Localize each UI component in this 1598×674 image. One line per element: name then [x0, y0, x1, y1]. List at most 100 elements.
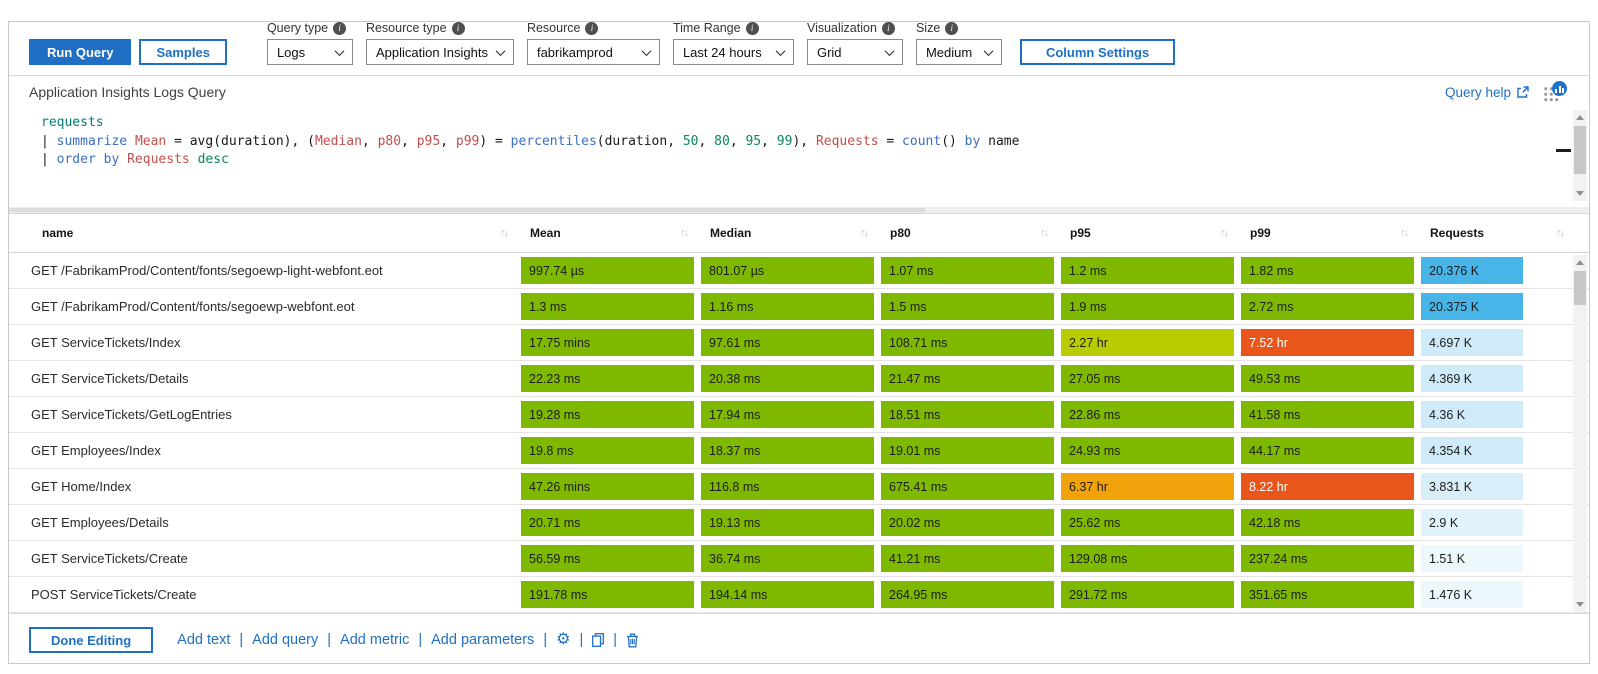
separator: |	[543, 632, 548, 648]
clone-copy-icon[interactable]	[592, 633, 605, 647]
samples-gallery-icon[interactable]	[1543, 81, 1567, 103]
grid-body: GET /FabrikamProd/Content/fonts/segoewp-…	[9, 253, 1589, 613]
column-header-p80[interactable]: p80 ↑↓	[890, 226, 1049, 240]
cell-p99: 44.17 ms	[1241, 437, 1414, 464]
query-type-dropdown[interactable]: Logs	[266, 39, 353, 65]
scrollbar-thumb[interactable]	[9, 208, 926, 212]
scrollbar-thumb[interactable]	[1574, 126, 1586, 174]
visualization-dropdown[interactable]: Grid	[806, 39, 903, 65]
cell-p80: 41.21 ms	[881, 545, 1054, 572]
add-metric-link[interactable]: Add metric	[340, 632, 410, 648]
chevron-down-icon	[334, 45, 345, 56]
toolbar: Run Query Samples Query type Logs Resource…	[9, 21, 1589, 76]
page-title: Application Insights Logs Query	[29, 84, 226, 100]
cell-median: 17.94 ms	[701, 401, 874, 428]
separator: |	[579, 632, 584, 648]
table-row[interactable]: GET /FabrikamProd/Content/fonts/segoewp-…	[9, 289, 1589, 325]
add-text-link[interactable]: Add text	[177, 632, 231, 648]
size-dropdown[interactable]: Medium	[915, 39, 1002, 65]
size-label: Size	[916, 21, 1002, 35]
cell-median: 20.38 ms	[701, 365, 874, 392]
table-row[interactable]: GET ServiceTickets/Create 56.59 ms 36.74 m…	[9, 541, 1589, 577]
add-parameters-link[interactable]: Add parameters	[431, 632, 535, 648]
sort-icon[interactable]: ↑↓	[860, 227, 869, 239]
scroll-down-arrow-icon[interactable]	[1576, 191, 1584, 196]
resource-dropdown[interactable]: fabrikamprod	[526, 39, 660, 65]
query-help-link[interactable]: Query help	[1445, 85, 1529, 100]
cell-median: 36.74 ms	[701, 545, 874, 572]
grid-vertical-scrollbar[interactable]	[1573, 255, 1587, 612]
column-header-mean[interactable]: Mean ↑↓	[530, 226, 689, 240]
chevron-down-icon	[884, 45, 895, 56]
cell-p99: 7.52 hr	[1241, 329, 1414, 356]
trash-delete-icon[interactable]	[626, 633, 639, 648]
info-icon	[881, 21, 895, 35]
cell-p99: 8.22 hr	[1241, 473, 1414, 500]
cell-p95: 1.9 ms	[1061, 293, 1234, 320]
cell-p80: 19.01 ms	[881, 437, 1054, 464]
cell-median: 97.61 ms	[701, 329, 874, 356]
cell-requests: 20.376 K	[1421, 257, 1523, 284]
column-header-name[interactable]: name ↑↓	[42, 226, 509, 240]
visualization-label: Visualization	[807, 21, 903, 35]
cell-median: 116.8 ms	[701, 473, 874, 500]
column-header-requests[interactable]: Requests ↑↓	[1430, 226, 1565, 240]
resource-type-group: Resource type Application Insights	[365, 21, 514, 65]
add-query-link[interactable]: Add query	[252, 632, 319, 648]
table-row[interactable]: GET ServiceTickets/GetLogEntries 19.28 ms…	[9, 397, 1589, 433]
column-header-p95[interactable]: p95 ↑↓	[1070, 226, 1229, 240]
sort-icon[interactable]: ↑↓	[1400, 227, 1409, 239]
editor-horizontal-scrollbar[interactable]	[9, 207, 1589, 213]
cell-requests: 1.51 K	[1421, 545, 1523, 572]
cell-name: GET ServiceTickets/Create	[31, 551, 188, 566]
cell-requests: 4.354 K	[1421, 437, 1523, 464]
table-row[interactable]: GET Employees/Index 19.8 ms 18.37 ms 19.01 …	[9, 433, 1589, 469]
column-settings-button[interactable]: Column Settings	[1019, 39, 1176, 65]
cell-p80: 675.41 ms	[881, 473, 1054, 500]
resource-group: Resource fabrikamprod	[526, 21, 660, 65]
sort-icon[interactable]: ↑↓	[500, 227, 509, 239]
cell-mean: 1.3 ms	[521, 293, 694, 320]
cell-p80: 264.95 ms	[881, 581, 1054, 608]
column-header-median[interactable]: Median ↑↓	[710, 226, 869, 240]
table-row[interactable]: GET Employees/Details 20.71 ms 19.13 ms 20.…	[9, 505, 1589, 541]
info-icon	[945, 21, 959, 35]
sort-icon[interactable]: ↑↓	[1040, 227, 1049, 239]
table-row[interactable]: GET Home/Index 47.26 mins 116.8 ms 675.41 m…	[9, 469, 1589, 505]
separator: |	[613, 632, 617, 648]
table-row[interactable]: GET ServiceTickets/Details 22.23 ms 20.38 …	[9, 361, 1589, 397]
scroll-down-arrow-icon[interactable]	[1576, 602, 1584, 607]
scrollbar-thumb[interactable]	[1574, 271, 1586, 305]
time-range-dropdown[interactable]: Last 24 hours	[672, 39, 794, 65]
cell-p95: 129.08 ms	[1061, 545, 1234, 572]
editor-vertical-scrollbar[interactable]	[1573, 110, 1587, 201]
table-row[interactable]: GET /FabrikamProd/Content/fonts/segoewp-…	[9, 253, 1589, 289]
samples-button[interactable]: Samples	[139, 39, 227, 65]
table-row[interactable]: GET ServiceTickets/Index 17.75 mins 97.61 …	[9, 325, 1589, 361]
cell-requests: 1.476 K	[1421, 581, 1523, 608]
query-editor[interactable]: requests | summarize Mean = avg(duration)…	[9, 108, 1589, 207]
cell-p99: 237.24 ms	[1241, 545, 1414, 572]
sort-icon[interactable]: ↑↓	[680, 227, 689, 239]
settings-gear-icon[interactable]: ⚙	[556, 631, 571, 648]
cell-median: 194.14 ms	[701, 581, 874, 608]
separator: |	[327, 632, 332, 648]
cell-mean: 22.23 ms	[521, 365, 694, 392]
sort-icon[interactable]: ↑↓	[1556, 227, 1565, 239]
cell-requests: 20.375 K	[1421, 293, 1523, 320]
grid-header: name ↑↓ Mean ↑↓ Median ↑↓ p80 ↑↓ p95 ↑↓ p99 ↑↓ Reque…	[9, 214, 1589, 253]
cell-p99: 42.18 ms	[1241, 509, 1414, 536]
sort-icon[interactable]: ↑↓	[1220, 227, 1229, 239]
footer-bar: Done Editing Add text | Add query | Add metr…	[9, 613, 1589, 666]
run-query-button[interactable]: Run Query	[29, 39, 132, 65]
scroll-up-arrow-icon[interactable]	[1576, 115, 1584, 120]
footer-links: Add text | Add query | Add metric | Add parame…	[177, 632, 639, 648]
table-row[interactable]: POST ServiceTickets/Create 191.78 ms 194.1…	[9, 577, 1589, 613]
cell-name: GET Home/Index	[31, 479, 132, 494]
chart-bubble-icon	[1552, 81, 1567, 96]
column-header-p99[interactable]: p99 ↑↓	[1250, 226, 1409, 240]
resource-type-dropdown[interactable]: Application Insights	[365, 39, 514, 65]
done-editing-button[interactable]: Done Editing	[29, 627, 154, 653]
scroll-up-arrow-icon[interactable]	[1576, 260, 1584, 265]
info-icon	[451, 21, 465, 35]
